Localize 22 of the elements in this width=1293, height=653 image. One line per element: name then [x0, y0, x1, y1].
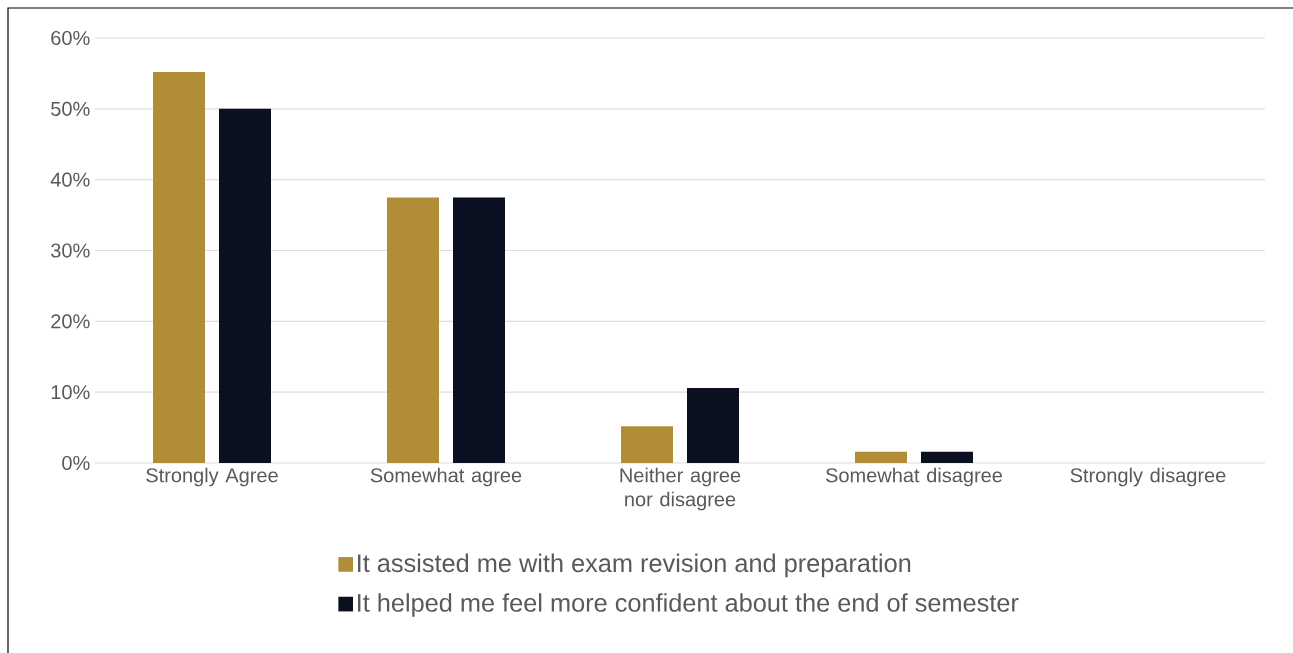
x-tick-label: Strongly disagree	[1070, 467, 1226, 487]
x-tick-label: Somewhat disagree	[825, 467, 1003, 487]
bar	[453, 197, 505, 463]
y-tick-label: 20%	[51, 314, 90, 329]
y-tick-label: 10%	[51, 385, 90, 400]
x-tick-label: Somewhat agree	[370, 467, 522, 487]
legend-label: It helped me feel more confident about the end of semester	[358, 593, 1019, 617]
legend-label: It assisted me with exam revision and preparation	[358, 553, 911, 578]
bar	[153, 72, 205, 463]
x-tick-label: Neither agree nor disagree	[620, 467, 741, 511]
y-tick-label: 40%	[50, 172, 90, 187]
bar	[921, 451, 974, 463]
x-tick-label: Strongly Agree	[146, 467, 278, 487]
y-tick-label: 60%	[51, 30, 90, 46]
y-tick-label: 0%	[62, 455, 90, 471]
bar	[387, 197, 439, 463]
y-tick-label: 50%	[51, 101, 90, 116]
bar	[855, 451, 908, 463]
bar	[219, 108, 271, 463]
y-tick-label: 30%	[51, 243, 90, 258]
bar	[621, 426, 673, 463]
bar	[687, 387, 740, 463]
